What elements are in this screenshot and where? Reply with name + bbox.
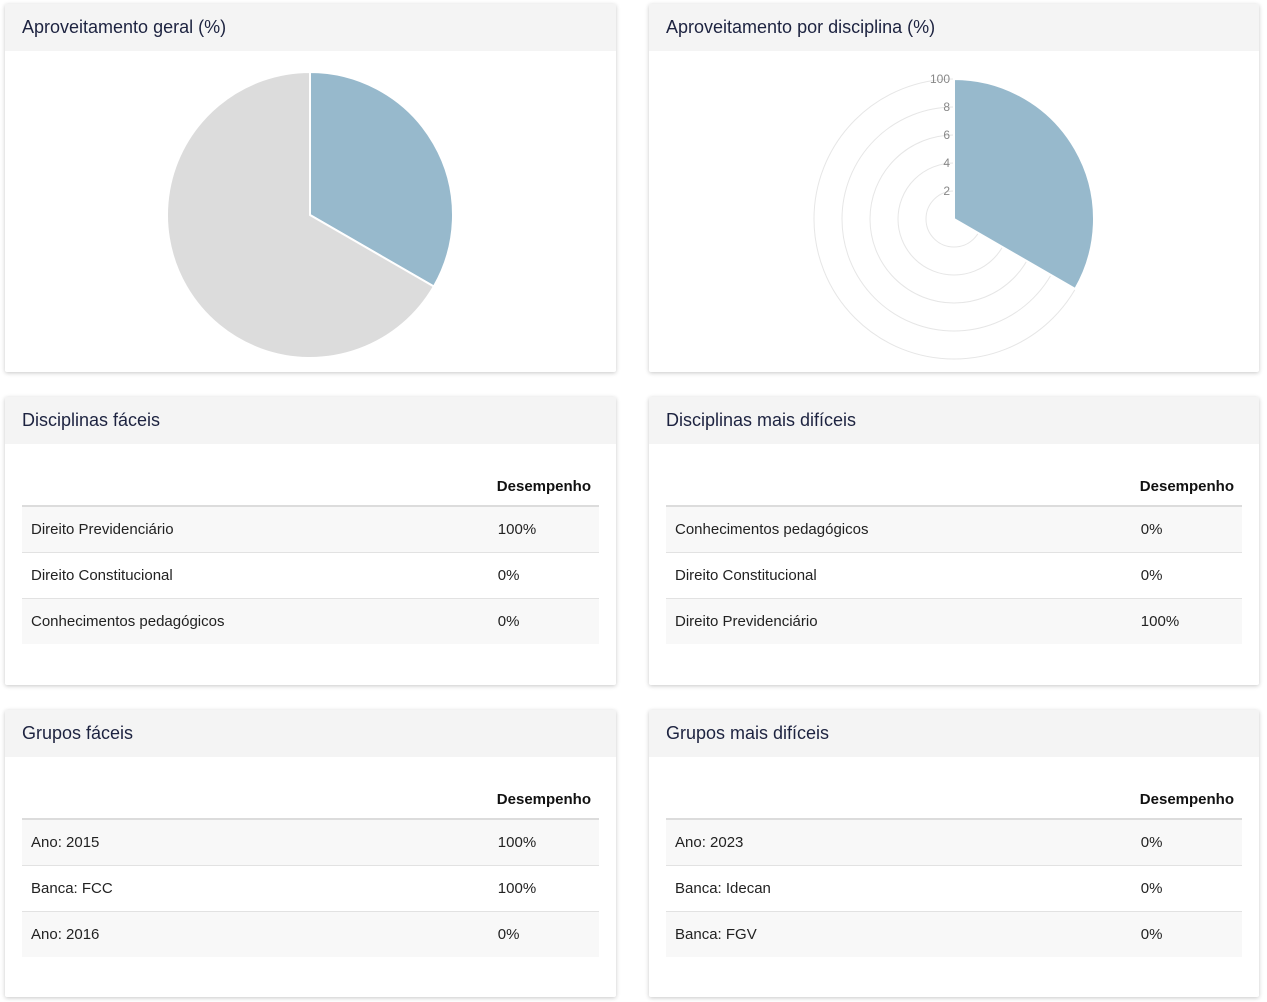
table-row: Ano: 2023 0% — [666, 819, 1242, 866]
pie-slice-1[interactable] — [166, 70, 436, 359]
column-header-name — [666, 468, 1132, 507]
table-header-row: Desempenho — [666, 468, 1242, 507]
column-header-performance: Desempenho — [488, 468, 599, 507]
row-name: Ano: 2023 — [666, 819, 1132, 866]
polar-tick-label: 100 — [930, 72, 950, 86]
row-performance: 100% — [488, 819, 599, 866]
hard-subjects-title: Disciplinas mais difíceis — [649, 397, 1259, 444]
easy-groups-table-wrap: Desempenho Ano: 2015 100% Banca: FCC 100… — [22, 781, 599, 957]
table-row: Ano: 2016 0% — [22, 911, 599, 957]
row-performance: 0% — [488, 911, 599, 957]
easy-groups-title: Grupos fáceis — [5, 710, 616, 757]
row-name: Ano: 2015 — [22, 819, 489, 866]
row-performance: 100% — [488, 865, 599, 912]
row-performance: 0% — [488, 598, 599, 644]
table-row: Direito Previdenciário 100% — [666, 598, 1242, 644]
table-row: Banca: FCC 100% — [22, 865, 599, 912]
hard-subjects-table-wrap: Desempenho Conhecimentos pedagógicos 0% … — [666, 468, 1242, 644]
polar-tick-label: 6 — [943, 128, 950, 142]
row-performance: 0% — [1131, 506, 1242, 553]
easy-subjects-table: Desempenho Direito Previdenciário 100% D… — [22, 468, 599, 644]
table-row: Direito Constitucional 0% — [666, 552, 1242, 599]
pie-chart — [166, 70, 454, 359]
polar-tick-label: 4 — [943, 156, 950, 170]
row-name: Direito Previdenciário — [666, 598, 1132, 644]
row-performance: 0% — [1131, 911, 1242, 957]
table-row: Banca: Idecan 0% — [666, 865, 1242, 912]
overall-performance-chart — [5, 51, 616, 372]
table-row: Conhecimentos pedagógicos 0% — [22, 598, 599, 644]
row-name: Ano: 2016 — [22, 911, 489, 957]
subject-performance-title: Aproveitamento por disciplina (%) — [649, 4, 1259, 51]
hard-groups-card: Grupos mais difíceis Desempenho Ano: 202… — [649, 710, 1259, 997]
easy-groups-table: Desempenho Ano: 2015 100% Banca: FCC 100… — [22, 781, 599, 957]
row-performance: 0% — [1131, 819, 1242, 866]
hard-subjects-table: Desempenho Conhecimentos pedagógicos 0% … — [666, 468, 1242, 644]
row-performance: 100% — [1131, 598, 1242, 644]
column-header-name — [22, 781, 489, 820]
table-header-row: Desempenho — [22, 468, 599, 507]
column-header-name — [666, 781, 1132, 820]
row-performance: 0% — [1131, 552, 1242, 599]
hard-groups-table: Desempenho Ano: 2023 0% Banca: Idecan 0%… — [666, 781, 1242, 957]
easy-subjects-table-wrap: Desempenho Direito Previdenciário 100% D… — [22, 468, 599, 644]
row-name: Direito Constitucional — [22, 552, 489, 599]
row-name: Direito Constitucional — [666, 552, 1132, 599]
row-name: Conhecimentos pedagógicos — [22, 598, 489, 644]
row-performance: 0% — [1131, 865, 1242, 912]
column-header-performance: Desempenho — [1131, 781, 1242, 820]
column-header-performance: Desempenho — [1131, 468, 1242, 507]
row-performance: 0% — [488, 552, 599, 599]
overall-performance-card: Aproveitamento geral (%) — [5, 4, 616, 372]
row-name: Banca: FGV — [666, 911, 1132, 957]
row-performance: 100% — [488, 506, 599, 553]
pie-slice-0[interactable] — [309, 70, 454, 288]
row-name: Direito Previdenciário — [22, 506, 489, 553]
row-name: Banca: Idecan — [666, 865, 1132, 912]
hard-groups-table-wrap: Desempenho Ano: 2023 0% Banca: Idecan 0%… — [666, 781, 1242, 957]
polar-tick-label: 8 — [943, 100, 950, 114]
easy-subjects-card: Disciplinas fáceis Desempenho Direito Pr… — [5, 397, 616, 685]
row-name: Conhecimentos pedagógicos — [666, 506, 1132, 553]
subject-performance-card: Aproveitamento por disciplina (%) 2 4 6 8 10… — [649, 4, 1259, 372]
polar-area-chart: 2 4 6 8 100 — [813, 72, 1095, 360]
polar-tick-label: 2 — [943, 184, 950, 198]
easy-groups-card: Grupos fáceis Desempenho Ano: 2015 100% … — [5, 710, 616, 997]
column-header-performance: Desempenho — [488, 781, 599, 820]
column-header-name — [22, 468, 489, 507]
table-header-row: Desempenho — [22, 781, 599, 820]
subject-performance-chart: 2 4 6 8 100 — [649, 51, 1259, 372]
table-header-row: Desempenho — [666, 781, 1242, 820]
overall-performance-title: Aproveitamento geral (%) — [5, 4, 616, 51]
row-name: Banca: FCC — [22, 865, 489, 912]
table-row: Banca: FGV 0% — [666, 911, 1242, 957]
polar-slice-0[interactable] — [953, 77, 1095, 291]
hard-groups-title: Grupos mais difíceis — [649, 710, 1259, 757]
table-row: Ano: 2015 100% — [22, 819, 599, 866]
table-row: Direito Previdenciário 100% — [22, 506, 599, 553]
hard-subjects-card: Disciplinas mais difíceis Desempenho Con… — [649, 397, 1259, 685]
table-row: Conhecimentos pedagógicos 0% — [666, 506, 1242, 553]
table-row: Direito Constitucional 0% — [22, 552, 599, 599]
easy-subjects-title: Disciplinas fáceis — [5, 397, 616, 444]
